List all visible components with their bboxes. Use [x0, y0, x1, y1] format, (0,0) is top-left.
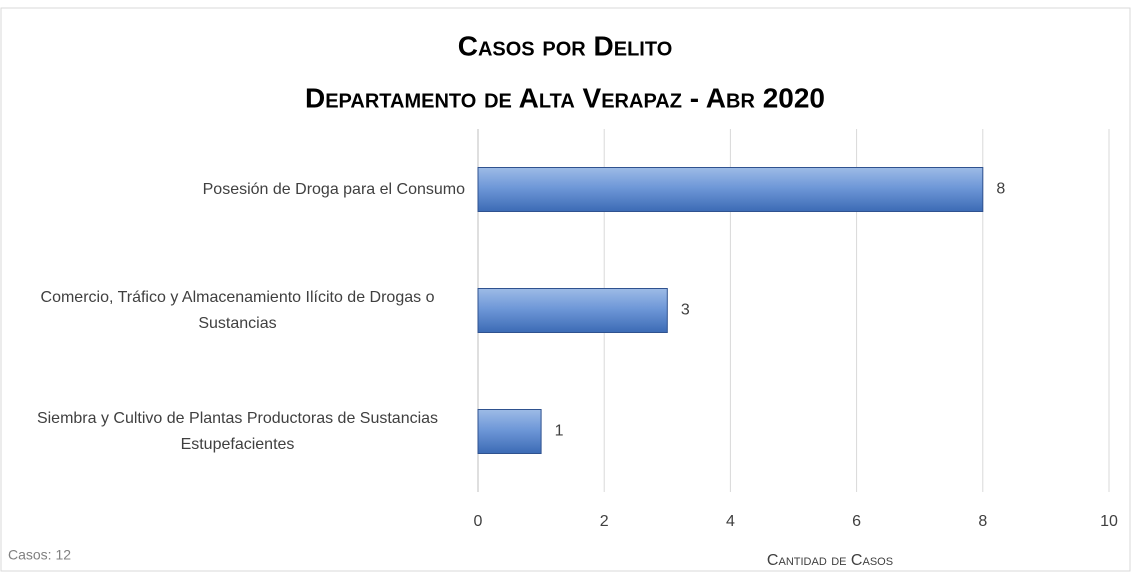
bar: [477, 167, 984, 212]
chart-title: Casos por Delito: [458, 30, 673, 61]
value-label: 3: [681, 302, 690, 319]
annotation: Casos: 12: [8, 547, 71, 563]
chart-border: [0, 7, 1131, 572]
y-tick-label-box: Siembra y Cultivo de Plantas Productoras…: [10, 392, 465, 472]
x-tick-label: 0: [474, 513, 483, 530]
y-tick-label: Comercio, Tráfico y Almacenamiento Ilíci…: [40, 288, 435, 332]
bar: [477, 409, 542, 454]
y-tick-label-box: Comercio, Tráfico y Almacenamiento Ilíci…: [10, 271, 465, 351]
x-tick-label: 8: [978, 513, 987, 530]
value-label: 1: [555, 423, 564, 440]
y-tick-label: Siembra y Cultivo de Plantas Productoras…: [36, 409, 439, 453]
x-tick-label: 6: [852, 513, 861, 530]
value-label: 8: [996, 181, 1005, 198]
x-tick-label: 2: [600, 513, 609, 530]
y-tick-label: Posesión de Droga para el Consumo: [202, 180, 465, 198]
y-tick-label-box: Posesión de Droga para el Consumo: [10, 150, 465, 230]
x-tick-label: 4: [726, 513, 735, 530]
bar: [477, 288, 668, 333]
chart-subtitle: Departamento de Alta Verapaz - Abr 2020: [305, 82, 825, 113]
x-tick-label: 10: [1100, 513, 1118, 530]
x-axis-label: Cantidad de Casos: [767, 552, 893, 569]
